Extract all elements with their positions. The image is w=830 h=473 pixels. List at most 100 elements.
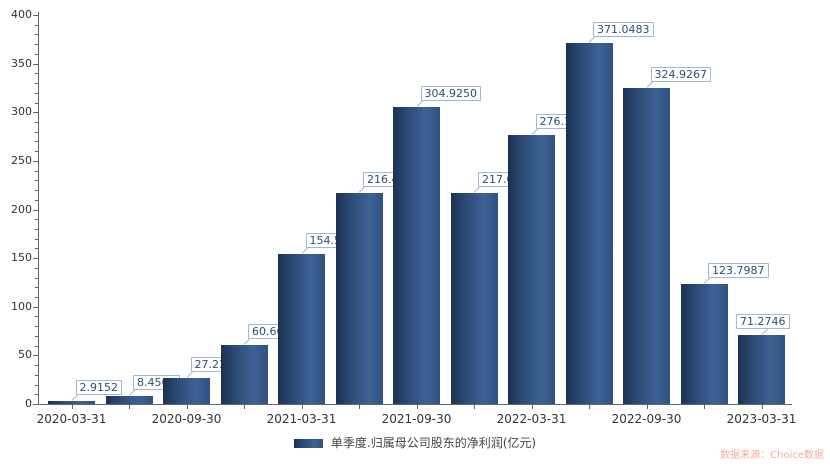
y-axis-minor-tick [35, 24, 38, 26]
y-axis-minor-tick [35, 73, 38, 75]
legend-label: 单季度.归属母公司股东的净利润(亿元) [330, 436, 537, 450]
y-axis-minor-tick [35, 316, 38, 318]
bar-value-label: 2.9152 [75, 380, 122, 396]
y-axis-minor-tick [35, 102, 38, 104]
y-axis-minor-tick [35, 151, 38, 153]
y-axis-major-tick [33, 258, 38, 260]
x-axis-tick [646, 405, 648, 409]
x-axis-tick-label: 2022-03-31 [496, 412, 567, 426]
y-axis-tick-label: 400 [11, 8, 32, 21]
x-axis-tick-label: 2021-03-31 [266, 412, 337, 426]
y-axis-minor-tick [35, 83, 38, 85]
y-axis-minor-tick [35, 394, 38, 396]
y-axis-minor-tick [35, 131, 38, 133]
bar[interactable] [163, 377, 210, 404]
x-axis-line [38, 404, 792, 405]
y-axis-minor-tick [35, 219, 38, 221]
y-axis-tick-label: 350 [11, 56, 32, 70]
y-axis-major-tick [33, 112, 38, 114]
y-axis-minor-tick [35, 326, 38, 328]
x-axis-tick [416, 405, 418, 409]
y-axis-minor-tick [35, 190, 38, 192]
y-axis-minor-tick [35, 297, 38, 299]
y-axis-major-tick [33, 15, 38, 16]
y-axis-tick-label: 250 [11, 153, 32, 167]
bar[interactable] [680, 283, 728, 404]
bar[interactable] [48, 401, 95, 404]
y-axis-minor-tick [35, 44, 38, 46]
y-axis-minor-tick [35, 365, 38, 367]
x-axis-tick [186, 405, 188, 409]
bar[interactable] [105, 395, 153, 404]
x-axis-tick [359, 405, 360, 409]
bar-value-label: 371.0483 [593, 22, 654, 38]
x-axis-tick-label: 2021-09-30 [381, 412, 452, 426]
bar-value-label: 123.7987 [708, 262, 769, 278]
x-axis-tick-label: 2020-09-30 [151, 412, 222, 426]
value-label-connector [416, 100, 424, 108]
data-source-watermark: 数据来源：Choice数据 [720, 450, 824, 461]
y-axis-minor-tick [35, 277, 38, 279]
x-axis-tick-label: 2023-03-31 [726, 412, 797, 426]
y-axis-minor-tick [35, 287, 38, 289]
value-label-connector [358, 186, 366, 194]
x-axis-tick [589, 405, 590, 409]
y-axis-major-tick [33, 355, 38, 357]
y-axis-minor-tick [35, 267, 38, 269]
y-axis-minor-tick [35, 374, 38, 376]
y-axis-tick-label: 100 [11, 299, 32, 313]
y-axis-tick-label: 200 [11, 202, 32, 216]
bar[interactable] [623, 88, 670, 404]
x-axis-tick [129, 405, 130, 409]
y-axis-minor-tick [35, 121, 38, 123]
bar[interactable] [565, 43, 613, 404]
y-axis-major-tick [33, 63, 38, 65]
y-axis-minor-tick [35, 170, 38, 172]
y-axis-minor-tick [35, 34, 38, 36]
y-axis-minor-tick [35, 384, 38, 386]
y-axis-minor-tick [35, 141, 38, 143]
y-axis-minor-tick [35, 199, 38, 201]
y-axis-tick-label: 150 [11, 251, 32, 265]
bar[interactable] [738, 334, 785, 404]
bar[interactable] [278, 253, 325, 404]
y-axis-minor-tick [35, 228, 38, 230]
x-axis-tick [474, 405, 475, 409]
bar[interactable] [450, 192, 498, 404]
legend-color-swatch [293, 438, 323, 448]
bar[interactable] [393, 107, 440, 404]
y-axis-minor-tick [35, 345, 38, 347]
y-axis-minor-tick [35, 248, 38, 250]
x-axis-tick-label: 2020-03-31 [36, 412, 107, 426]
value-label-connector [531, 128, 539, 136]
y-axis-tick-label: 50 [18, 348, 32, 362]
x-axis-tick [301, 405, 303, 409]
y-axis-minor-tick [35, 53, 38, 55]
bar[interactable] [220, 344, 268, 404]
bar[interactable] [335, 193, 383, 404]
y-axis-minor-tick [35, 335, 38, 337]
y-axis-minor-tick [35, 238, 38, 240]
y-axis-minor-tick [35, 180, 38, 182]
y-axis-major-tick [33, 306, 38, 308]
y-axis-tick-label: 300 [11, 105, 32, 119]
bar-value-label: 304.9250 [420, 86, 481, 102]
chart-legend: 单季度.归属母公司股东的净利润(亿元) [0, 436, 830, 450]
x-axis-tick-label: 2022-09-30 [611, 412, 682, 426]
x-axis-tick [761, 405, 763, 409]
y-axis-major-tick [33, 404, 38, 405]
x-axis-tick [244, 405, 245, 409]
y-axis-major-tick [33, 160, 38, 162]
legend-item-net-profit[interactable]: 单季度.归属母公司股东的净利润(亿元) [293, 436, 537, 450]
y-axis-minor-tick [35, 92, 38, 94]
x-axis-tick [704, 405, 705, 409]
bar[interactable] [508, 135, 555, 404]
bar-value-label: 324.9267 [650, 67, 711, 82]
y-axis-line [38, 12, 39, 405]
x-axis-tick [71, 405, 73, 409]
y-axis-major-tick [33, 209, 38, 211]
x-axis-tick [531, 405, 533, 409]
bar-value-label: 71.2746 [736, 313, 790, 329]
